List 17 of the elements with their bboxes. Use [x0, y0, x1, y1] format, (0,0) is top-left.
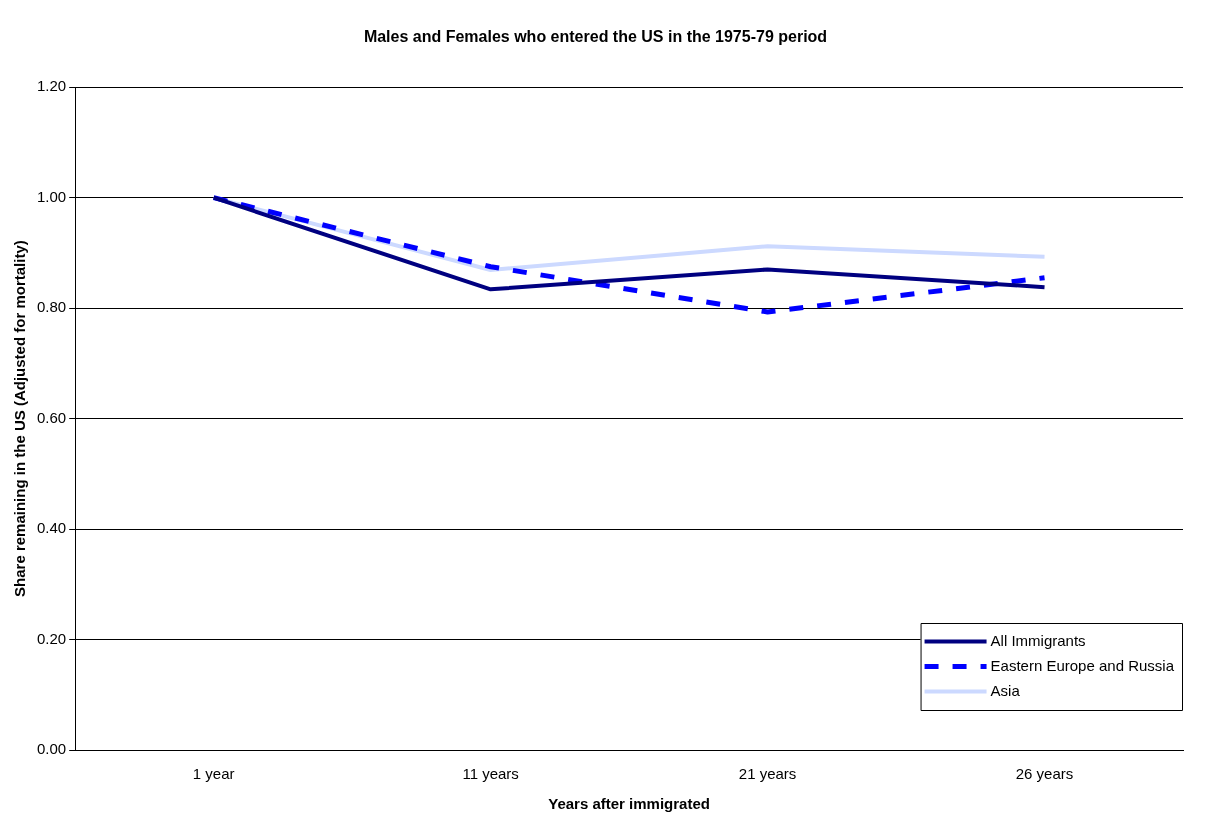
x-axis-title: Years after immigrated	[548, 795, 710, 813]
y-tick-label: 0.80	[36, 298, 67, 316]
y-tick-label: 1.00	[36, 187, 67, 205]
y-axis-title: Share remaining in the US (Adjusted for mortality)	[11, 240, 29, 597]
y-tick-label: 0.00	[36, 740, 67, 758]
legend-label: All Immigrants	[990, 631, 1086, 649]
x-tick-label: 21 years	[738, 765, 797, 783]
legend-label: Asia	[990, 681, 1021, 699]
x-tick-label: 11 years	[462, 765, 519, 783]
x-tick-label: 1 year	[192, 765, 235, 783]
y-tick-label: 0.60	[36, 408, 67, 426]
y-tick-label: 0.40	[36, 519, 67, 537]
y-tick-label: 0.20	[36, 629, 67, 647]
legend-label: Eastern Europe and Russia	[990, 656, 1175, 674]
y-tick-label: 1.20	[36, 77, 67, 95]
chart-title: Males and Females who entered the US in the 1975-79 period	[363, 28, 828, 46]
x-tick-label: 26 years	[1015, 765, 1074, 783]
